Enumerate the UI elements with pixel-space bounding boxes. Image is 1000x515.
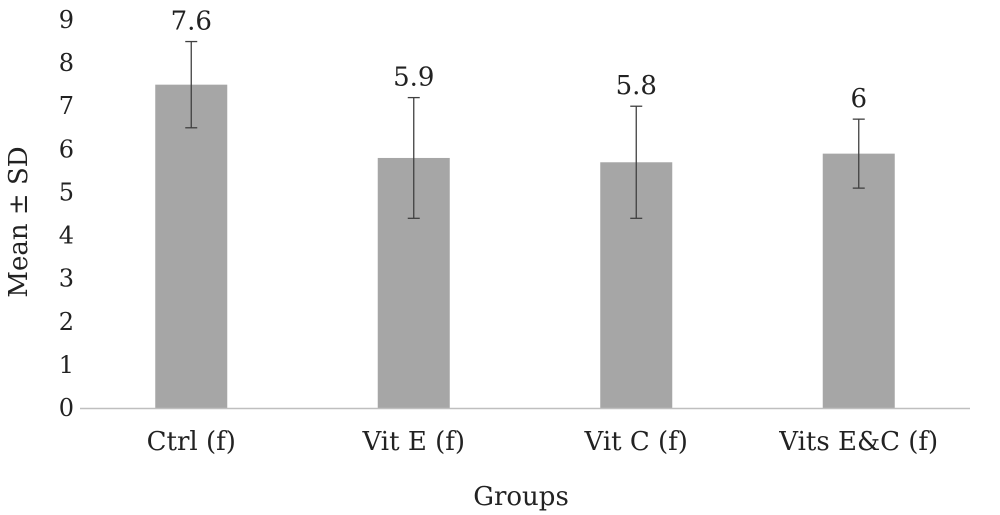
y-tick-label: 4	[59, 222, 74, 250]
y-tick-label: 0	[59, 394, 74, 422]
bars	[155, 84, 895, 409]
data-label: 5.8	[616, 71, 657, 101]
category-label: Vits E&C (f)	[778, 427, 938, 457]
x-axis-title: Groups	[473, 482, 569, 512]
error-bar	[852, 118, 865, 189]
category-label: Ctrl (f)	[147, 427, 236, 457]
bar	[155, 84, 228, 409]
category-labels: Ctrl (f) Vit E (f) Vit C (f) Vits E&C (f)	[147, 427, 939, 457]
data-label: 5.9	[393, 63, 434, 93]
y-tick-label: 5	[59, 178, 74, 206]
y-axis-title: Mean ± SD	[4, 146, 34, 297]
y-tick-label: 1	[59, 351, 74, 379]
error-bars	[185, 40, 865, 219]
category-label: Vit C (f)	[584, 427, 688, 457]
data-labels: 7.6 5.9 5.8 6	[171, 7, 867, 115]
error-bar	[185, 40, 198, 129]
data-label: 7.6	[171, 7, 212, 37]
error-bar	[630, 105, 643, 219]
bar	[822, 153, 895, 408]
error-bar	[407, 96, 420, 219]
y-tick-label: 7	[59, 92, 74, 120]
y-tick-label: 6	[59, 135, 74, 163]
data-label: 6	[850, 84, 867, 114]
y-tick-label: 3	[59, 265, 74, 293]
y-tick-label: 2	[59, 308, 74, 336]
category-label: Vit E (f)	[361, 427, 465, 457]
y-tick-label: 8	[59, 49, 74, 77]
y-axis-ticks: 0 1 2 3 4 5 6 7 8 9	[59, 6, 74, 422]
y-tick-label: 9	[59, 6, 74, 34]
